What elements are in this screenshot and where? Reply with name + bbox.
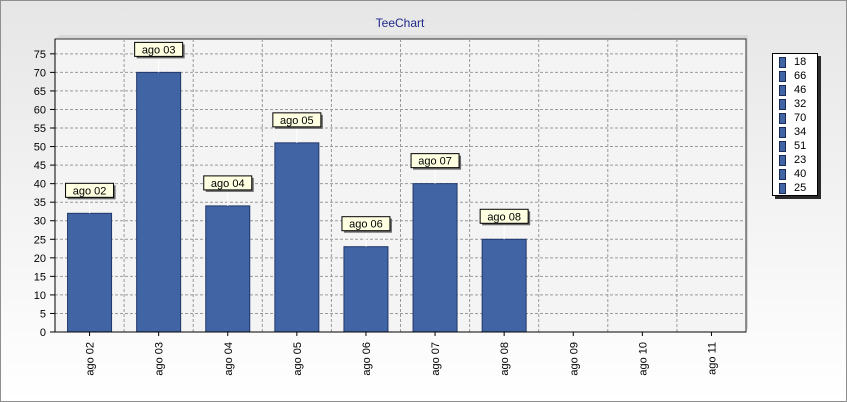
legend-item: 40 — [777, 167, 815, 181]
bar-mark-label: ago 08 — [487, 211, 521, 223]
y-tick-label: 45 — [34, 160, 46, 172]
legend-item: 18 — [777, 55, 815, 69]
bar-mark-label: ago 05 — [280, 115, 314, 127]
bar-mark-label: ago 07 — [418, 156, 452, 168]
legend-swatch — [779, 141, 786, 152]
legend-swatch — [779, 169, 786, 180]
bar-mark — [341, 216, 391, 232]
legend-swatch — [779, 71, 786, 82]
legend-label: 46 — [794, 84, 807, 96]
x-tick-label: ago 05 — [292, 342, 304, 376]
y-tick-label: 70 — [34, 67, 46, 79]
x-tick-label: ago 11 — [706, 342, 718, 375]
legend-item: 34 — [777, 125, 815, 139]
chart-legend: 18 66 46 32 70 34 51 23 40 25 — [772, 53, 818, 196]
x-tick-label: ago 08 — [499, 342, 511, 376]
x-tick-label: ago 04 — [223, 342, 235, 376]
legend-label: 70 — [794, 112, 807, 124]
bar — [481, 238, 527, 333]
y-tick-label: 0 — [40, 327, 46, 339]
x-tick-label: ago 02 — [85, 342, 97, 376]
bar — [412, 183, 458, 333]
y-tick-label: 50 — [34, 142, 46, 154]
x-tick-label: ago 09 — [568, 342, 580, 376]
legend-swatch — [779, 155, 786, 166]
bar — [67, 212, 113, 333]
y-tick-label: 75 — [34, 49, 46, 61]
legend-label: 51 — [794, 140, 807, 152]
legend-item: 51 — [777, 139, 815, 153]
legend-item: 25 — [777, 181, 815, 195]
bar — [136, 71, 182, 333]
y-tick-label: 5 — [40, 308, 46, 320]
y-tick-label: 25 — [34, 234, 46, 246]
legend-item: 32 — [777, 97, 815, 111]
y-tick-label: 30 — [34, 216, 46, 228]
legend-swatch — [779, 99, 786, 110]
bar-mark — [65, 182, 115, 198]
bar-mark-label: ago 02 — [73, 185, 107, 197]
bar-mark-label: ago 04 — [211, 178, 245, 190]
legend-item: 23 — [777, 153, 815, 167]
x-tick-label: ago 10 — [637, 342, 649, 376]
bar-mark — [410, 153, 460, 169]
bar-mark-label: ago 06 — [349, 219, 383, 231]
legend-item: 70 — [777, 111, 815, 125]
bar-mark — [203, 175, 253, 191]
legend-label: 23 — [794, 154, 807, 166]
y-tick-label: 35 — [34, 197, 46, 209]
bar-mark — [272, 112, 322, 128]
y-tick-label: 40 — [34, 179, 46, 191]
bar-mark — [134, 41, 184, 57]
y-tick-label: 60 — [34, 104, 46, 116]
chart-title: TeeChart — [375, 16, 425, 30]
legend-label: 34 — [794, 126, 807, 138]
legend-label: 40 — [794, 168, 807, 180]
bar — [205, 205, 251, 333]
legend-item: 66 — [777, 69, 815, 83]
x-tick-label: ago 07 — [430, 342, 442, 376]
x-tick-label: ago 03 — [154, 342, 166, 376]
legend-swatch — [779, 183, 786, 194]
y-tick-label: 55 — [34, 123, 46, 135]
y-tick-label: 65 — [34, 86, 46, 98]
y-tick-label: 10 — [34, 290, 46, 302]
legend-label: 18 — [794, 56, 807, 68]
bar — [274, 142, 320, 333]
legend-swatch — [779, 57, 786, 68]
legend-label: 25 — [794, 182, 807, 194]
legend-swatch — [779, 113, 786, 124]
x-tick-label: ago 06 — [361, 342, 373, 376]
legend-swatch — [779, 127, 786, 138]
bar — [343, 246, 389, 333]
bar-mark — [479, 208, 529, 224]
legend-item: 46 — [777, 83, 815, 97]
legend-swatch — [779, 85, 786, 96]
y-tick-label: 15 — [34, 271, 46, 283]
bar-mark-label: ago 03 — [142, 44, 176, 56]
y-tick-label: 20 — [34, 253, 46, 265]
legend-label: 66 — [794, 70, 807, 82]
legend-label: 32 — [794, 98, 807, 110]
